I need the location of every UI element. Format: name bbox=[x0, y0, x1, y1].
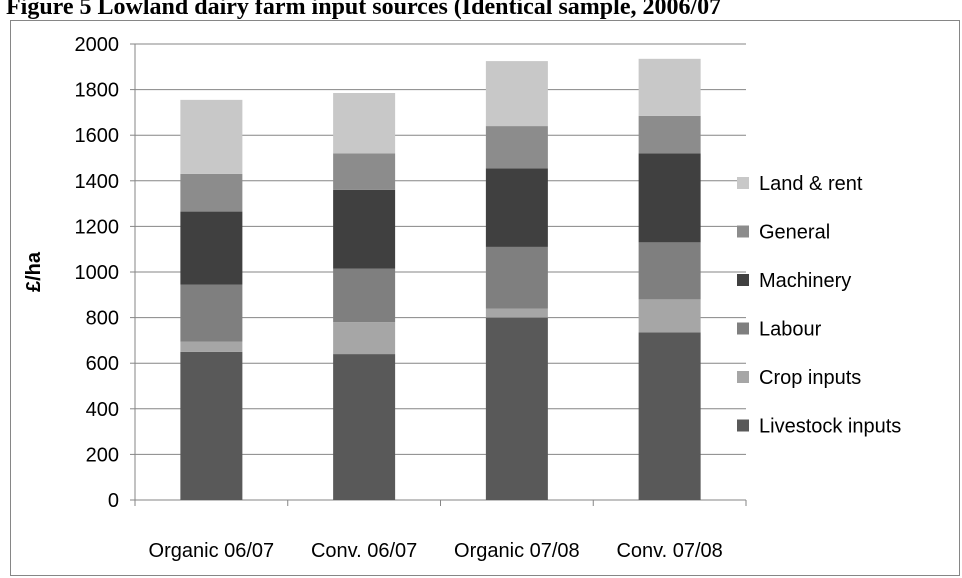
y-tick-label: 800 bbox=[86, 308, 119, 330]
bar-segment bbox=[638, 58, 701, 116]
axis-labels: 0 200 400 600 800 1000 1200 1400 1600 1800 2000 Org… bbox=[23, 34, 723, 562]
y-tick-label: 1000 bbox=[75, 262, 120, 284]
legend-label: Land & rent bbox=[759, 173, 863, 195]
bar-segment bbox=[180, 211, 243, 285]
legend-swatch bbox=[737, 274, 749, 286]
bar-segment bbox=[180, 99, 243, 174]
bar-segment bbox=[333, 268, 396, 323]
y-tick-label: 1200 bbox=[75, 216, 120, 238]
bar-segment bbox=[638, 299, 701, 333]
legend-swatch bbox=[737, 322, 749, 335]
stacked-bar-chart: 0 200 400 600 800 1000 1200 1400 1600 1800 2000 Org… bbox=[23, 34, 901, 562]
legend-swatch bbox=[737, 177, 749, 189]
bar-segment bbox=[638, 242, 701, 300]
bar-segment bbox=[333, 153, 396, 190]
bar-segment bbox=[333, 93, 396, 154]
x-tick-label: Organic 06/07 bbox=[149, 540, 275, 562]
legend-swatch bbox=[737, 419, 749, 432]
x-tick-label: Organic 07/08 bbox=[454, 540, 580, 562]
bar-segment bbox=[333, 354, 396, 500]
bar-segment bbox=[180, 173, 243, 212]
legend-label: Machinery bbox=[759, 270, 851, 292]
legend: Land & rent General Machinery Labour Crop in… bbox=[737, 173, 901, 438]
y-tick-label: 600 bbox=[86, 353, 119, 375]
bar-segment bbox=[638, 115, 701, 154]
chart-area: 0 200 400 600 800 1000 1200 1400 1600 1800 2000 Org… bbox=[10, 20, 960, 576]
bar-segment bbox=[180, 284, 243, 342]
y-tick-label: 200 bbox=[86, 444, 119, 466]
bar-segment bbox=[180, 341, 243, 352]
bar-segment bbox=[638, 332, 701, 500]
bar-segment bbox=[333, 322, 396, 355]
page-title: Figure 5 Lowland dairy farm input source… bbox=[6, 0, 722, 20]
bar-segment bbox=[485, 61, 548, 127]
y-tick-label: 0 bbox=[108, 490, 119, 512]
legend-label: Crop inputs bbox=[759, 367, 861, 389]
bar-segment bbox=[333, 189, 396, 269]
legend-swatch bbox=[737, 225, 749, 238]
legend-label: Livestock inputs bbox=[759, 416, 901, 438]
bar-segment bbox=[485, 246, 548, 309]
bar-segment bbox=[638, 153, 701, 243]
y-tick-label: 1600 bbox=[75, 125, 120, 147]
y-axis-title: £/ha bbox=[23, 251, 45, 292]
bar-segment bbox=[485, 126, 548, 169]
legend-swatch bbox=[737, 371, 749, 383]
legend-label: General bbox=[759, 222, 830, 244]
bar-segment bbox=[485, 168, 548, 247]
x-tick-label: Conv. 07/08 bbox=[616, 540, 722, 562]
legend-label: Labour bbox=[759, 319, 822, 341]
y-tick-label: 1400 bbox=[75, 171, 120, 193]
bars bbox=[180, 58, 701, 500]
bar-segment bbox=[180, 351, 243, 500]
x-tick-label: Conv. 06/07 bbox=[311, 540, 417, 562]
bar-segment bbox=[485, 317, 548, 500]
y-tick-label: 1800 bbox=[75, 80, 120, 102]
bar-segment bbox=[485, 308, 548, 318]
y-tick-label: 2000 bbox=[75, 34, 120, 56]
y-tick-label: 400 bbox=[86, 399, 119, 421]
